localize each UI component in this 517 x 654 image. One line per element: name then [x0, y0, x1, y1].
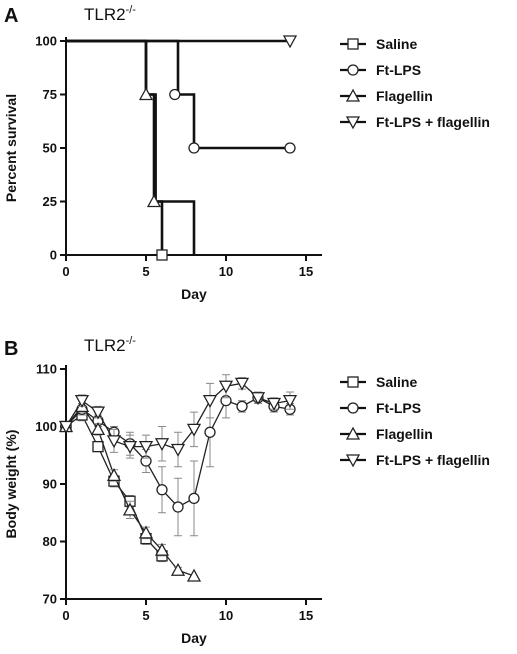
panel-title-superscript: -/-: [126, 335, 137, 347]
x-tick-label: 0: [62, 264, 69, 279]
panel-title-main: TLR2: [84, 5, 126, 24]
legend-label: Saline: [376, 36, 417, 52]
data-point: [186, 423, 202, 437]
data-point: [74, 394, 90, 408]
data-point: [172, 501, 184, 513]
panel-label: B: [4, 338, 18, 360]
data-point: [92, 440, 104, 453]
y-tick-label: 100: [35, 34, 57, 49]
data-point: [90, 406, 106, 420]
data-point: [202, 394, 218, 408]
legend-label: Flagellin: [376, 426, 433, 442]
legend-marker: [347, 402, 359, 414]
survival-step-line: [66, 39, 196, 255]
panel-label: A: [4, 5, 18, 27]
x-axis-label: Day: [181, 630, 207, 646]
data-point: [188, 492, 200, 505]
data-point: [156, 484, 168, 496]
legend-marker: [347, 38, 359, 50]
data-point: [154, 438, 170, 452]
data-point: [188, 142, 200, 154]
x-tick-label: 5: [142, 264, 149, 279]
data-point: [204, 426, 216, 438]
legend-label: Saline: [376, 374, 417, 390]
y-tick-label: 75: [43, 87, 57, 102]
data-point: [156, 249, 168, 261]
legend-label: Ft-LPS: [376, 400, 421, 416]
legend-label: Ft-LPS: [376, 62, 421, 78]
legend-label: Ft-LPS + flagellin: [376, 114, 490, 130]
data-point: [250, 392, 266, 406]
panel-title-main: TLR2: [84, 336, 126, 355]
legend-label: Flagellin: [376, 88, 433, 104]
data-point: [138, 87, 154, 101]
y-tick-label: 0: [50, 248, 57, 263]
y-tick-label: 50: [43, 141, 57, 156]
panel-title: TLR2-/-: [84, 4, 136, 24]
data-point: [138, 440, 154, 454]
data-point: [169, 88, 181, 101]
y-tick-label: 90: [43, 477, 57, 492]
panel-a: A TLR2-/- 0 25 50 75 100 0 5 10 15 Day Percent survi…: [3, 4, 490, 302]
x-tick-label: 15: [299, 264, 313, 279]
x-tick-label: 5: [142, 608, 149, 623]
series-square: [66, 39, 168, 261]
x-tick-label: 10: [219, 608, 233, 623]
x-axis-label: Day: [181, 286, 207, 302]
data-point: [154, 542, 170, 556]
survival-step-line: [66, 39, 164, 255]
y-tick-label: 80: [43, 534, 57, 549]
legend-marker: [345, 426, 361, 440]
data-point: [266, 397, 282, 411]
series-triangle-down: [66, 35, 298, 49]
panel-title: TLR2-/-: [84, 335, 136, 355]
series-circle: [66, 39, 296, 154]
y-tick-label: 110: [36, 362, 57, 377]
data-point: [236, 400, 248, 413]
x-tick-label: 0: [62, 608, 69, 623]
y-tick-label: 25: [43, 194, 57, 209]
legend-marker: [345, 454, 361, 468]
data-point: [106, 435, 122, 449]
data-point: [282, 394, 298, 408]
x-tick-label: 15: [299, 608, 313, 623]
y-tick-label: 70: [43, 592, 57, 607]
data-point: [218, 380, 234, 394]
data-point: [282, 35, 298, 49]
series-triangle-down: [58, 374, 298, 468]
legend-label: Ft-LPS + flagellin: [376, 452, 490, 468]
y-tick-label: 100: [35, 419, 57, 434]
series-triangle-up: [58, 399, 202, 582]
data-point: [170, 562, 186, 576]
data-point: [138, 525, 154, 539]
legend-marker: [347, 64, 359, 76]
data-point: [186, 568, 202, 582]
y-axis-label: Body weight (%): [3, 430, 19, 539]
data-point: [106, 468, 122, 482]
x-tick-label: 10: [219, 264, 233, 279]
data-point: [146, 194, 162, 208]
data-point: [58, 420, 74, 434]
data-point: [284, 142, 296, 154]
legend-marker: [345, 88, 361, 102]
data-point: [90, 422, 106, 436]
data-point: [234, 377, 250, 391]
series-triangle-up: [66, 39, 196, 255]
data-point: [122, 502, 138, 516]
panel-b: B TLR2-/- 70 80 90 100 110 0 5 10 15 Day Body weight…: [3, 335, 490, 646]
panel-title-superscript: -/-: [126, 4, 137, 16]
data-point: [170, 443, 186, 457]
legend-marker: [347, 376, 359, 388]
data-point: [122, 440, 138, 454]
y-axis-label: Percent survival: [3, 94, 19, 202]
legend-marker: [345, 116, 361, 130]
